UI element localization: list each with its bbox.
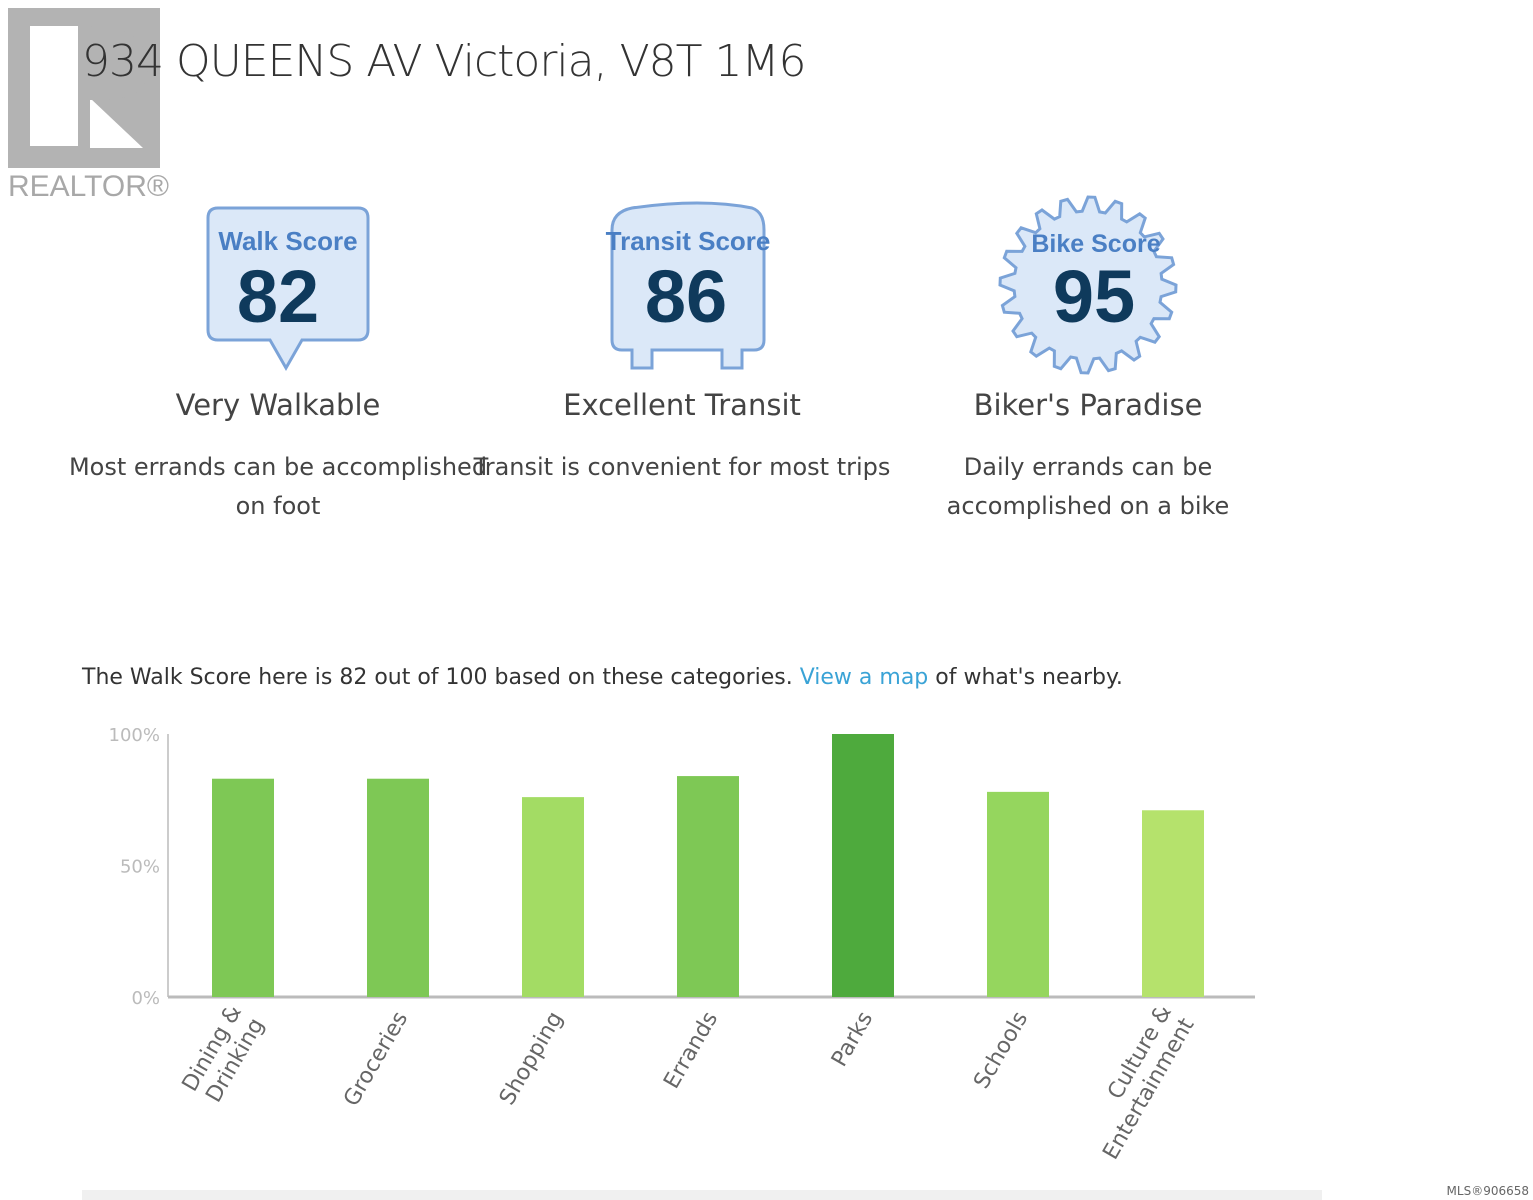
- walk-score-label: Walk Score: [218, 226, 357, 256]
- mls-number: MLS®906658: [1446, 1184, 1529, 1198]
- bar-parks: [832, 734, 894, 997]
- x-tick-label: Dining &Drinking: [178, 1001, 270, 1109]
- page-title: 934 QUEENS AV Victoria, V8T 1M6: [82, 36, 806, 87]
- transit-score-label: Transit Score: [606, 226, 771, 256]
- y-tick-label: 50%: [120, 857, 160, 878]
- bar-shopping: [522, 797, 584, 997]
- transit-score-value: 86: [645, 255, 727, 338]
- x-tick-label: Schools: [969, 1008, 1033, 1094]
- y-tick-label: 0%: [131, 988, 160, 1009]
- walk-score-card: Walk Score 82 Very Walkable Most errands…: [68, 190, 488, 526]
- transit-score-desc: Excellent Transit: [563, 388, 801, 422]
- x-tick-label: Groceries: [339, 1008, 413, 1111]
- bike-score-value: 95: [1053, 255, 1135, 338]
- walk-score-value: 82: [237, 255, 319, 338]
- walk-score-sub: Most errands can be accomplished on foot: [68, 453, 488, 520]
- realtor-logo-text: REALTOR®: [8, 170, 170, 203]
- walk-score-intro: The Walk Score here is 82 out of 100 bas…: [82, 665, 1123, 690]
- bottom-divider: [82, 1190, 1322, 1200]
- realtor-r-icon: [8, 8, 160, 168]
- walk-score-desc: Very Walkable: [175, 388, 381, 422]
- bike-score-gear-icon: Bike Score 95: [998, 195, 1178, 375]
- bar-schools: [987, 791, 1049, 997]
- transit-score-card: Transit Score 86 Excellent Transit Trans…: [472, 190, 892, 487]
- y-tick-label: 100%: [109, 725, 160, 746]
- walk-score-bubble-icon: Walk Score 82: [206, 206, 370, 372]
- bike-score-label: Bike Score: [1031, 230, 1160, 258]
- bike-score-sub: Daily errands can be accomplished on a b…: [946, 453, 1230, 520]
- x-tick-label: Parks: [827, 1008, 878, 1072]
- category-bar-chart: 0% 50% 100% Dining &Drinking Groceries Shoppi…: [109, 725, 1255, 1164]
- bike-score-desc: Biker's Paradise: [973, 388, 1203, 422]
- bar-culture-entertainment: [1142, 810, 1204, 997]
- intro-text: The Walk Score here is 82 out of 100 bas…: [82, 665, 800, 690]
- bar-dining-drinking: [212, 778, 274, 997]
- bike-score-card: Bike Score 95 Biker's Paradise Daily err…: [878, 190, 1298, 526]
- realtor-logo: REALTOR®: [8, 8, 169, 204]
- intro-text-end: of what's nearby.: [928, 665, 1123, 690]
- x-tick-label: Culture &Entertainment: [1076, 1001, 1200, 1164]
- x-tick-label: Shopping: [495, 1008, 568, 1110]
- view-map-link[interactable]: View a map: [799, 665, 929, 690]
- x-tick-label: Errands: [659, 1008, 723, 1094]
- bar-errands: [677, 776, 739, 997]
- bar-groceries: [367, 778, 429, 997]
- transit-score-bus-icon: Transit Score 86: [606, 201, 771, 370]
- transit-score-sub: Transit is convenient for most trips: [473, 453, 891, 481]
